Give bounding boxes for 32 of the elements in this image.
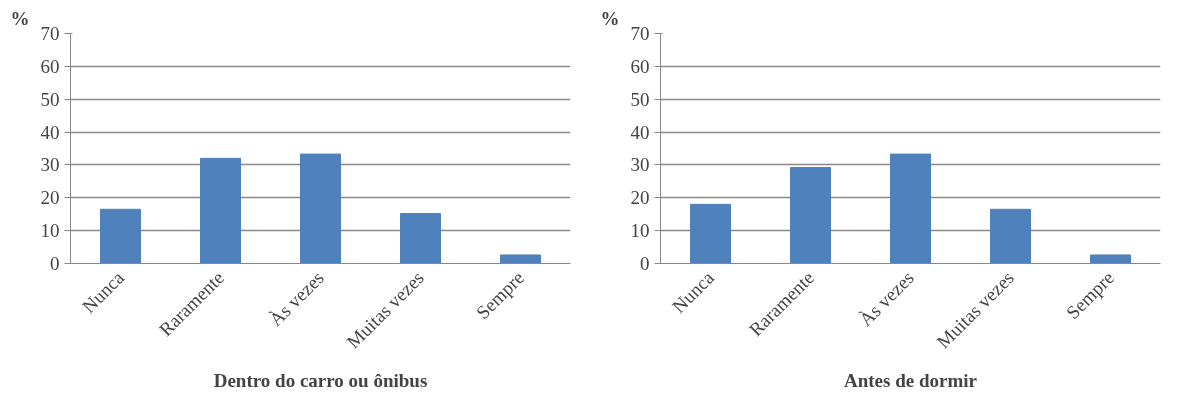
bar bbox=[1090, 254, 1131, 264]
y-axis-title: % bbox=[600, 7, 620, 29]
bar bbox=[790, 167, 831, 264]
y-tick-label: 20 bbox=[40, 187, 60, 209]
y-tick-label: 40 bbox=[630, 121, 650, 143]
y-tick-label: 20 bbox=[630, 187, 650, 209]
bar bbox=[300, 153, 341, 264]
bar bbox=[500, 254, 541, 264]
bar bbox=[690, 203, 731, 264]
bar bbox=[200, 157, 241, 264]
bar bbox=[990, 208, 1031, 264]
y-tick-label: 70 bbox=[40, 23, 60, 44]
y-tick-label: 60 bbox=[40, 55, 60, 77]
bar bbox=[400, 213, 441, 264]
text: Antes de dormir bbox=[844, 369, 978, 391]
y-tick-label: 70 bbox=[630, 23, 650, 44]
y-tick-label: 0 bbox=[640, 253, 650, 274]
bar bbox=[890, 153, 931, 264]
y-tick-label: 40 bbox=[40, 121, 60, 143]
y-tick-label: 50 bbox=[630, 88, 650, 110]
bar bbox=[100, 208, 141, 264]
text: Dentro do carro ou ônibus bbox=[213, 369, 428, 391]
y-tick-label: 50 bbox=[40, 88, 60, 110]
y-tick-label: 0 bbox=[50, 253, 60, 274]
y-tick-label: 30 bbox=[630, 154, 650, 176]
y-tick-label: 30 bbox=[40, 154, 60, 176]
y-axis-title: % bbox=[10, 7, 30, 29]
x-tick-label: Às vezes bbox=[854, 267, 918, 331]
x-tick-label: Às vezes bbox=[264, 267, 328, 331]
y-tick-label: 60 bbox=[630, 55, 650, 77]
y-tick-label: 10 bbox=[40, 220, 60, 242]
y-tick-label: 10 bbox=[630, 220, 650, 242]
